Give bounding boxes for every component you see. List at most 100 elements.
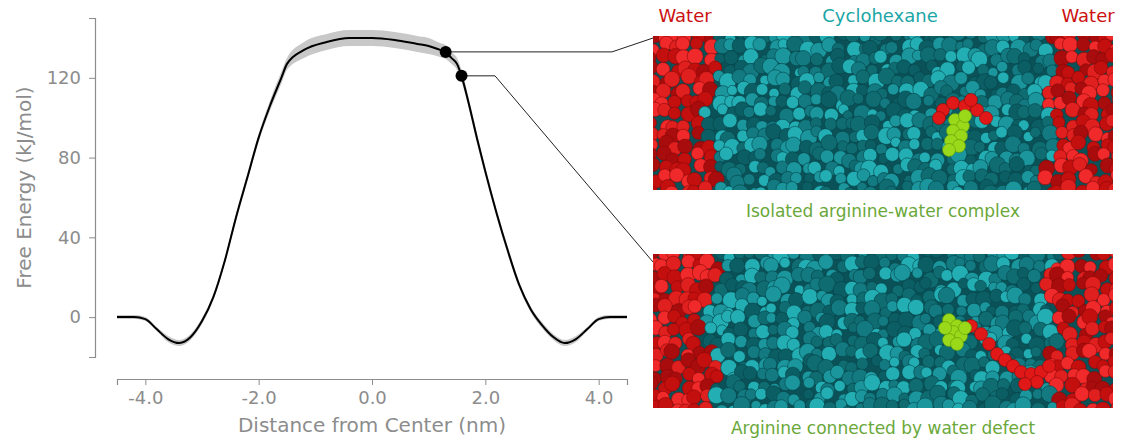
- cyclohexane-molecule: [1030, 127, 1040, 137]
- cyclohexane-molecule: [1031, 403, 1045, 408]
- water-molecule: [655, 279, 669, 293]
- water-molecule: [1105, 332, 1113, 344]
- cyclohexane-molecule: [945, 51, 957, 63]
- water-molecule: [1096, 254, 1111, 260]
- water-molecule: [1094, 61, 1108, 75]
- water-molecule: [658, 397, 673, 408]
- cyclohexane-molecule: [786, 137, 801, 152]
- cyclohexane-molecule: [757, 296, 767, 306]
- cyclohexane-molecule: [802, 182, 813, 190]
- panel-header: Water: [1061, 5, 1115, 26]
- cyclohexane-molecule: [1015, 397, 1031, 408]
- cyclohexane-molecule: [779, 83, 791, 95]
- x-axis-title: Distance from Center (nm): [238, 413, 506, 437]
- water-defect: [1043, 360, 1056, 373]
- cyclohexane-molecule: [874, 50, 887, 63]
- plot-area: [117, 30, 627, 346]
- cyclohexane-molecule: [888, 84, 899, 95]
- x-tick-label: 4.0: [585, 387, 614, 408]
- water-molecule: [1109, 287, 1113, 302]
- cyclohexane-molecule: [820, 170, 833, 183]
- cyclohexane-molecule: [802, 289, 818, 305]
- cyclohexane-molecule: [998, 72, 1009, 83]
- water-molecule: [1088, 127, 1103, 142]
- cyclohexane-molecule: [711, 293, 722, 304]
- x-tick: -4.0: [128, 379, 163, 408]
- cyclohexane-molecule: [753, 37, 766, 50]
- cyclohexane-molecule: [744, 254, 755, 258]
- water-molecule: [688, 300, 701, 313]
- cyclohexane-molecule: [885, 186, 897, 190]
- water-molecule: [1073, 403, 1087, 408]
- cyclohexane-molecule: [907, 127, 921, 141]
- cyclohexane-molecule: [863, 148, 877, 162]
- x-tick-label: -4.0: [128, 387, 163, 408]
- water-molecule: [678, 139, 693, 154]
- cyclohexane-molecule: [906, 93, 922, 109]
- cyclohexane-molecule: [864, 374, 881, 391]
- chart-root: 04080120-4.0-2.00.02.04.0Distance from C…: [0, 0, 1122, 441]
- cyclohexane-molecule: [920, 313, 931, 324]
- highlight-point: [440, 46, 452, 58]
- cyclohexane-molecule: [786, 181, 798, 190]
- cyclohexane-molecule: [964, 181, 979, 190]
- cyclohexane-molecule: [962, 400, 977, 408]
- water-molecule: [1084, 287, 1099, 302]
- cyclohexane-molecule: [929, 254, 944, 258]
- cyclohexane-molecule: [803, 377, 814, 388]
- highlight-point: [456, 70, 468, 82]
- y-axis-line: [89, 19, 96, 358]
- cyclohexane-molecule: [822, 346, 837, 361]
- cyclohexane-molecule: [923, 95, 934, 106]
- water-molecule: [1066, 51, 1078, 63]
- x-tick-mark: [145, 379, 146, 385]
- snapshot-background: [653, 254, 1113, 408]
- cyclohexane-molecule: [996, 126, 1008, 138]
- cyclohexane-molecule: [821, 387, 834, 400]
- y-tick-mark: [89, 78, 95, 79]
- cyclohexane-molecule: [878, 316, 889, 327]
- cyclohexane-molecule: [975, 280, 987, 292]
- arginine-atom: [951, 338, 964, 351]
- cyclohexane-molecule: [872, 36, 888, 41]
- x-tick-mark: [485, 379, 486, 385]
- cyclohexane-molecule: [819, 186, 831, 190]
- cyclohexane-molecule: [735, 335, 747, 347]
- cyclohexane-molecule: [1027, 181, 1041, 190]
- cyclohexane-molecule: [795, 50, 811, 66]
- arginine-atom: [939, 322, 952, 335]
- snapshot-background: [653, 36, 1113, 190]
- water-molecule: [1071, 135, 1086, 150]
- cyclohexane-molecule: [775, 400, 788, 408]
- cyclohexane-molecule: [967, 303, 981, 317]
- cyclohexane-molecule: [716, 405, 728, 408]
- cyclohexane-molecule: [811, 94, 822, 105]
- water-molecule: [690, 319, 706, 335]
- water-molecule: [664, 186, 678, 190]
- water-defect: [980, 112, 993, 125]
- cyclohexane-molecule: [894, 264, 911, 281]
- cyclohexane-molecule: [864, 254, 880, 270]
- cyclohexane-molecule: [1009, 157, 1024, 172]
- cyclohexane-molecule: [766, 106, 776, 116]
- y-tick: 40: [58, 227, 95, 248]
- cyclohexane-molecule: [1005, 181, 1022, 190]
- water-molecule: [687, 404, 700, 408]
- x-tick-mark: [599, 379, 600, 385]
- water-molecule: [691, 147, 704, 160]
- cyclohexane-molecule: [887, 301, 898, 312]
- cyclohexane-molecule: [763, 258, 778, 273]
- cyclohexane-molecule: [912, 268, 923, 279]
- cyclohexane-molecule: [755, 388, 767, 400]
- water-molecule: [699, 401, 713, 408]
- water-molecule: [1106, 114, 1113, 126]
- water-molecule: [687, 390, 701, 404]
- cyclohexane-molecule: [984, 396, 1001, 408]
- water-molecule: [1108, 257, 1113, 271]
- panel-header: Cyclohexane: [822, 5, 937, 26]
- cyclohexane-molecule: [1019, 293, 1032, 306]
- panel-caption: Arginine connected by water defect: [731, 418, 1036, 438]
- cyclohexane-molecule: [719, 147, 733, 161]
- cyclohexane-molecule: [733, 397, 750, 408]
- cyclohexane-molecule: [920, 277, 932, 289]
